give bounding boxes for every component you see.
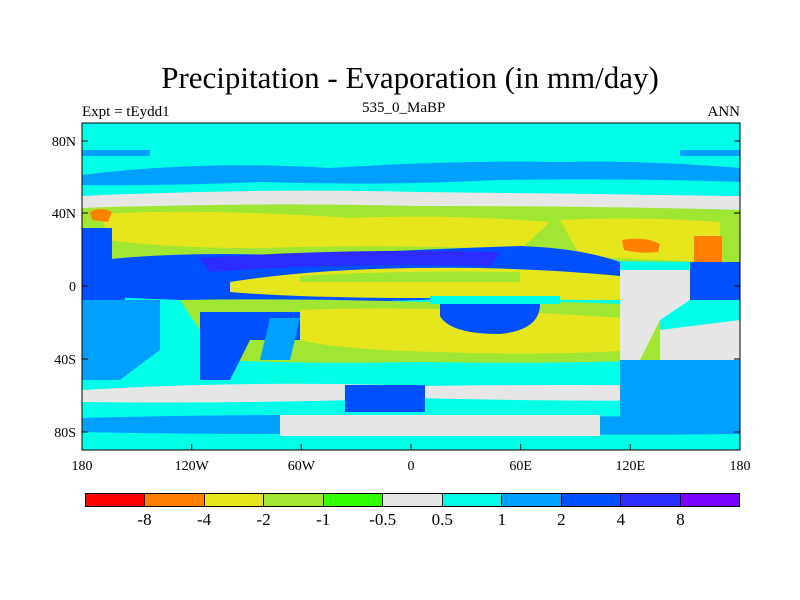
colorbar-swatch: [561, 494, 622, 506]
x-tick-label: 0: [408, 459, 415, 474]
x-tick-label: 60W: [288, 459, 316, 474]
colorbar-label: 4: [616, 510, 626, 529]
season-label: ANN: [707, 104, 741, 120]
colorbar-swatch: [383, 494, 443, 506]
colorbar-label: 1: [497, 510, 507, 529]
colorbar-swatch: [145, 494, 205, 506]
colorbar-swatch: [86, 494, 146, 506]
colorbar-swatch: [621, 494, 681, 506]
y-tick-label: 0: [69, 280, 76, 295]
x-tick-label: 180: [730, 459, 751, 474]
colorbar-swatch: [323, 494, 384, 506]
y-axis: 80N 40N 0 40S 80S: [52, 135, 740, 441]
precip-evap-field: [82, 123, 740, 450]
y-tick-label: 80S: [54, 426, 76, 441]
x-tick-label: 180: [72, 459, 93, 474]
colorbar-swatch: [264, 494, 324, 506]
y-tick-label: 80N: [52, 135, 76, 150]
colorbar-label: -2: [256, 510, 271, 529]
colorbar-swatch: [442, 494, 503, 506]
time-label: 535_0_MaBP: [362, 100, 446, 116]
y-tick-label: 40S: [54, 353, 76, 368]
colorbar-label: -4: [196, 510, 212, 529]
colorbar-label: 2: [557, 510, 566, 529]
map-title: Precipitation - Evaporation (in mm/day): [161, 60, 659, 95]
experiment-label: Expt = tEydd1: [82, 104, 170, 120]
x-axis: 180 120W 60W 0 60E 120E 180: [72, 444, 751, 474]
colorbar-label: -0.5: [369, 510, 397, 529]
colorbar-label: 8: [676, 510, 685, 529]
colorbar-swatch: [502, 494, 562, 506]
colorbar-label: 0.5: [431, 510, 453, 529]
colorbar-swatch: [204, 494, 265, 506]
x-tick-label: 120W: [175, 459, 210, 474]
colorbar-label: -8: [137, 510, 152, 529]
y-tick-label: 40N: [52, 207, 76, 222]
x-tick-label: 120E: [616, 459, 646, 474]
colorbar-swatch: [680, 494, 739, 506]
colorbar: [85, 493, 740, 507]
x-tick-label: 60E: [509, 459, 532, 474]
colorbar-label: -1: [316, 510, 331, 529]
